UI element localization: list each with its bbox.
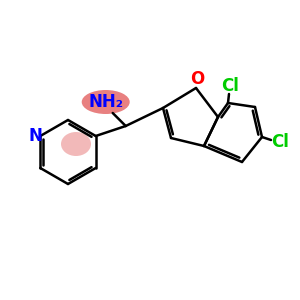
Text: Cl: Cl <box>221 77 239 95</box>
Text: N: N <box>28 127 42 145</box>
Ellipse shape <box>61 132 91 156</box>
Text: O: O <box>190 70 204 88</box>
Text: Cl: Cl <box>271 133 289 151</box>
Text: NH₂: NH₂ <box>88 93 123 111</box>
Ellipse shape <box>82 90 130 114</box>
